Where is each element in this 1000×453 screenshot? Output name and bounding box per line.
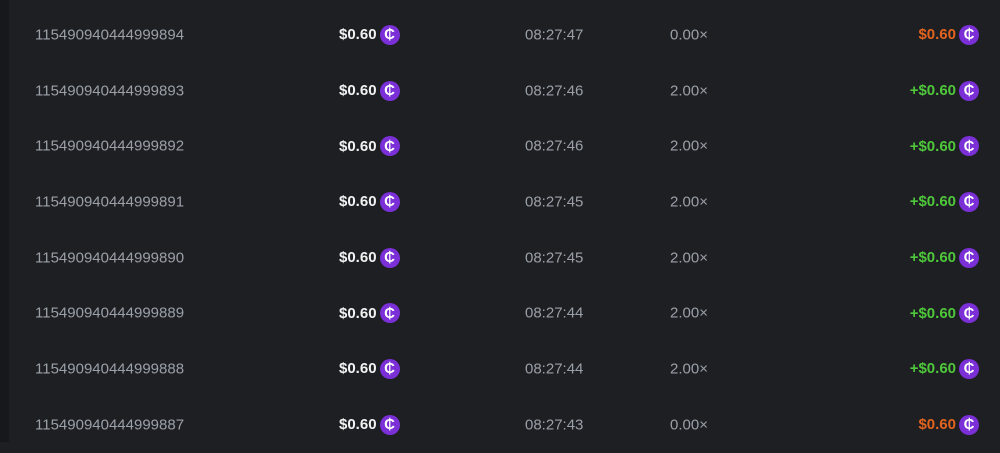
multiplier: 2.00× [670, 360, 708, 378]
cent-coin-icon: ₵ [959, 247, 979, 268]
payout-value: +$0.60 [909, 360, 956, 378]
bet-amount-value: $0.60 [339, 193, 377, 211]
bet-id[interactable]: 115490940444999893 [35, 82, 185, 100]
payout: +$0.60 ₵ [909, 358, 979, 379]
table-row[interactable]: 115490940444999893 $0.60 ₵ 08:27:46 2.00× +$0… [9, 63, 1000, 119]
bet-id[interactable]: 115490940444999889 [35, 304, 185, 322]
payout-value: +$0.60 [909, 249, 956, 267]
bet-amount: $0.60 ₵ [339, 358, 400, 379]
bet-time: 08:27:43 [525, 416, 584, 434]
cent-coin-icon: ₵ [379, 80, 400, 101]
cent-coin-icon: ₵ [379, 303, 400, 324]
cent-coin-icon: ₵ [379, 24, 400, 45]
multiplier: 2.00× [670, 304, 708, 322]
payout-value: $0.60 [918, 416, 956, 434]
payout-value: +$0.60 [909, 82, 956, 100]
payout-value: $0.60 [918, 26, 956, 44]
payout-value: +$0.60 [909, 137, 956, 155]
payout: $0.60 ₵ [918, 24, 979, 45]
table-row[interactable]: 115490940444999887 $0.60 ₵ 08:27:43 0.00× $0.… [9, 397, 1000, 453]
table-row[interactable]: 115490940444999892 $0.60 ₵ 08:27:46 2.00× +$0… [9, 118, 1000, 174]
bets-table: 115490940444999894 $0.60 ₵ 08:27:47 0.00× $0.… [9, 7, 1000, 453]
cent-coin-icon: ₵ [959, 136, 979, 157]
multiplier: 2.00× [670, 249, 708, 267]
bet-amount: $0.60 ₵ [339, 303, 400, 324]
bet-time: 08:27:47 [525, 26, 584, 44]
table-row[interactable]: 115490940444999891 $0.60 ₵ 08:27:45 2.00× +$0… [9, 174, 1000, 230]
bet-amount-value: $0.60 [339, 360, 377, 378]
payout: $0.60 ₵ [918, 414, 979, 435]
bet-id[interactable]: 115490940444999888 [35, 360, 185, 378]
cent-coin-icon: ₵ [959, 414, 979, 435]
table-row[interactable]: 115490940444999889 $0.60 ₵ 08:27:44 2.00× +$0… [9, 285, 1000, 341]
payout: +$0.60 ₵ [909, 303, 979, 324]
bet-amount-value: $0.60 [339, 82, 377, 100]
multiplier: 0.00× [670, 26, 708, 44]
bet-time: 08:27:45 [525, 193, 584, 211]
cent-coin-icon: ₵ [379, 247, 400, 268]
cent-coin-icon: ₵ [379, 358, 400, 379]
bet-amount: $0.60 ₵ [339, 247, 400, 268]
bet-amount-value: $0.60 [339, 249, 377, 267]
bet-time: 08:27:45 [525, 249, 584, 267]
payout-value: +$0.60 [909, 193, 956, 211]
bet-id[interactable]: 115490940444999892 [35, 137, 185, 155]
multiplier: 2.00× [670, 82, 708, 100]
payout-value: +$0.60 [909, 304, 956, 322]
cent-coin-icon: ₵ [379, 136, 400, 157]
bet-time: 08:27:46 [525, 137, 584, 155]
bet-amount: $0.60 ₵ [339, 414, 400, 435]
bet-amount-value: $0.60 [339, 304, 377, 322]
bet-time: 08:27:46 [525, 82, 584, 100]
bet-amount: $0.60 ₵ [339, 191, 400, 212]
cent-coin-icon: ₵ [959, 303, 979, 324]
bet-amount: $0.60 ₵ [339, 80, 400, 101]
bet-amount-value: $0.60 [339, 137, 377, 155]
cent-coin-icon: ₵ [959, 191, 979, 212]
bet-id[interactable]: 115490940444999890 [35, 249, 185, 267]
multiplier: 2.00× [670, 137, 708, 155]
cent-coin-icon: ₵ [959, 80, 979, 101]
cent-coin-icon: ₵ [959, 358, 979, 379]
table-row[interactable]: 115490940444999890 $0.60 ₵ 08:27:45 2.00× +$0… [9, 230, 1000, 286]
payout: +$0.60 ₵ [909, 191, 979, 212]
bet-amount-value: $0.60 [339, 26, 377, 44]
bet-id[interactable]: 115490940444999887 [35, 416, 185, 434]
cent-coin-icon: ₵ [959, 24, 979, 45]
payout: +$0.60 ₵ [909, 136, 979, 157]
multiplier: 2.00× [670, 193, 708, 211]
table-row[interactable]: 115490940444999894 $0.60 ₵ 08:27:47 0.00× $0.… [9, 7, 1000, 63]
bet-id[interactable]: 115490940444999891 [35, 193, 185, 211]
bet-time: 08:27:44 [525, 360, 584, 378]
left-sidebar-edge [0, 0, 9, 442]
bet-id[interactable]: 115490940444999894 [35, 26, 185, 44]
multiplier: 0.00× [670, 416, 708, 434]
cent-coin-icon: ₵ [379, 414, 400, 435]
bet-amount-value: $0.60 [339, 416, 377, 434]
payout: +$0.60 ₵ [909, 247, 979, 268]
bet-time: 08:27:44 [525, 304, 584, 322]
payout: +$0.60 ₵ [909, 80, 979, 101]
table-row[interactable]: 115490940444999888 $0.60 ₵ 08:27:44 2.00× +$0… [9, 341, 1000, 397]
bet-amount: $0.60 ₵ [339, 24, 400, 45]
bet-amount: $0.60 ₵ [339, 136, 400, 157]
cent-coin-icon: ₵ [379, 191, 400, 212]
